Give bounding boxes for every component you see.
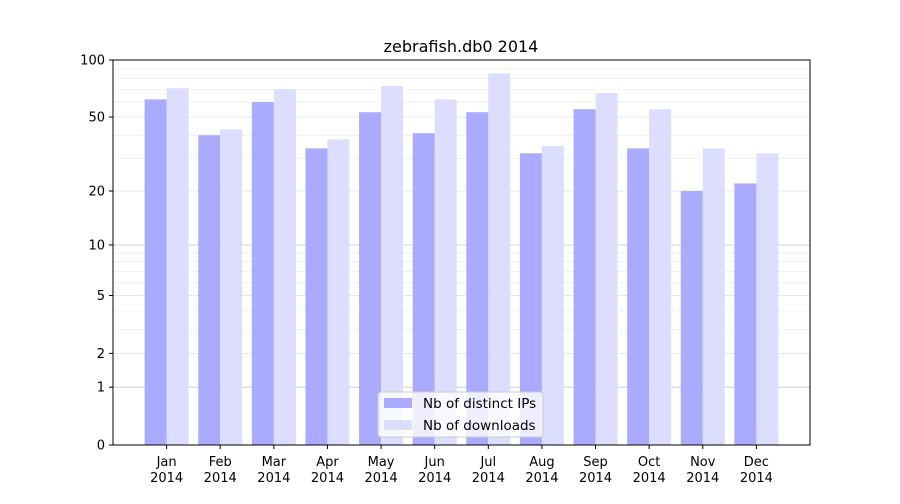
x-tick-label: Aug 2014 — [525, 455, 558, 486]
y-tick-label: 20 — [88, 185, 105, 200]
bar-downloads — [488, 73, 511, 446]
x-tick-label: Nov 2014 — [686, 455, 719, 486]
bar-downloads — [541, 146, 564, 446]
bar-downloads — [595, 93, 618, 445]
y-axis: 0 1 2 5 10 20 50 100 — [80, 54, 113, 454]
legend-box — [377, 391, 544, 438]
bar-ips — [198, 135, 221, 445]
bar-downloads — [381, 85, 404, 445]
y-tick-label: 2 — [97, 347, 105, 362]
bar-ips — [305, 148, 328, 445]
bar-ips — [573, 109, 596, 445]
bar-ips — [359, 112, 382, 445]
bar-downloads — [649, 109, 672, 445]
x-axis: Jan 2014 Feb 2014 Mar 2014 Apr 2014 May 2014 Jun 20… — [150, 445, 773, 486]
x-tick-label: Jun 2014 — [418, 455, 451, 486]
x-tick-label: Dec 2014 — [740, 455, 773, 486]
x-tick-label: Sep 2014 — [579, 455, 612, 486]
legend-label-downloads: Nb of downloads — [423, 418, 536, 434]
plot-frame — [112, 59, 811, 446]
bar-ips — [251, 102, 274, 446]
y-tick-label: 5 — [97, 289, 105, 304]
legend-label-ips: Nb of distinct IPs — [423, 396, 536, 412]
bar-downloads — [220, 129, 243, 445]
x-tick-label: Apr 2014 — [311, 455, 344, 486]
bar-ips — [466, 112, 489, 445]
y-tick-label: 0 — [97, 439, 105, 454]
bar-downloads — [756, 153, 779, 446]
bar-ips — [734, 183, 757, 445]
bar-ips — [412, 133, 435, 445]
x-tick-label: May 2014 — [365, 455, 398, 486]
bars — [144, 73, 779, 446]
bar-downloads — [702, 148, 725, 445]
y-tick-label: 10 — [88, 238, 105, 253]
y-tick-label: 50 — [88, 111, 105, 126]
bar-ips — [144, 99, 167, 446]
legend-swatch-downloads — [384, 420, 412, 430]
bar-downloads — [166, 88, 189, 446]
bar-ips — [627, 148, 650, 445]
bar-ips — [680, 191, 703, 445]
legend-swatch-ips — [384, 398, 412, 408]
legend: Nb of distinct IPs Nb of downloads — [377, 391, 544, 438]
x-tick-label: Jul 2014 — [472, 455, 505, 486]
x-tick-label: Jan 2014 — [150, 455, 183, 486]
x-tick-label: Oct 2014 — [633, 455, 666, 486]
bar-downloads — [434, 99, 457, 446]
x-tick-label: Mar 2014 — [257, 455, 290, 486]
y-tick-label: 100 — [80, 54, 105, 69]
x-tick-label: Feb 2014 — [204, 455, 237, 486]
bar-downloads — [273, 89, 296, 445]
bar-downloads — [327, 139, 350, 445]
bar-ips — [519, 153, 542, 446]
y-tick-label: 1 — [97, 381, 105, 396]
chart-title: zebrafish.db0 2014 — [384, 37, 539, 56]
